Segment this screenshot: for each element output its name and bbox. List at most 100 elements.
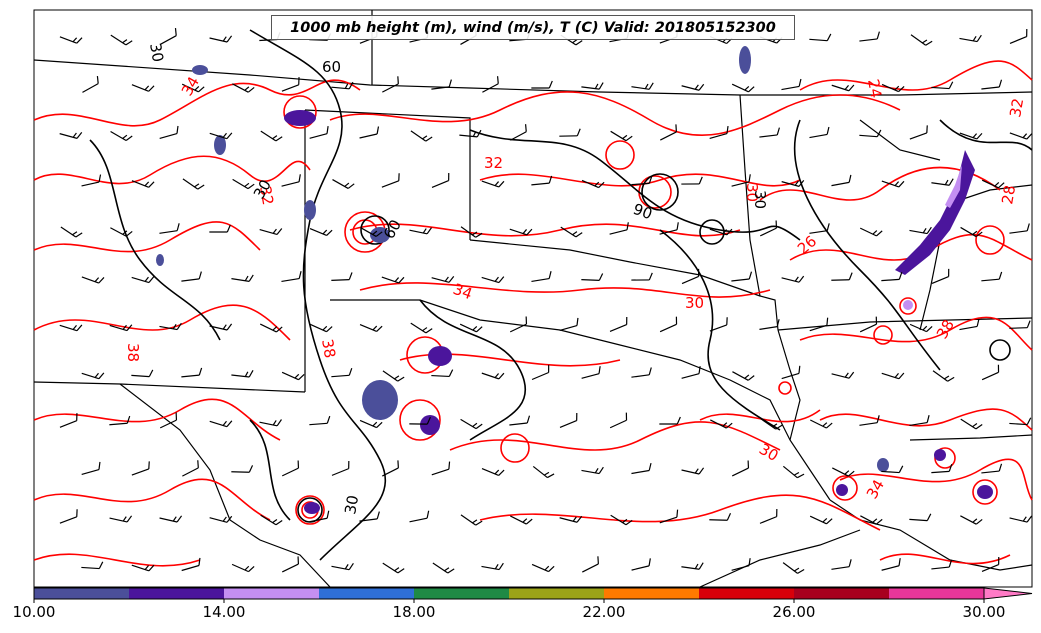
wind-barb <box>460 418 483 430</box>
wind-barb <box>681 83 705 91</box>
wind-barb <box>109 515 133 523</box>
wind-barb <box>710 419 733 429</box>
colorbar-segment <box>34 588 130 599</box>
wind-barb <box>209 132 233 140</box>
wind-barb <box>609 412 628 429</box>
colorbar-extend-arrow <box>983 587 1033 600</box>
wind-barb <box>209 323 233 331</box>
wind-barb <box>609 316 628 332</box>
wind-barb <box>909 415 930 427</box>
wind-barb <box>160 28 177 45</box>
wind-barb <box>159 322 182 331</box>
wind-barb <box>181 83 205 93</box>
wind-barb <box>1009 515 1033 523</box>
wind-barb <box>410 130 433 142</box>
wind-barb <box>960 515 983 525</box>
wind-barb <box>332 179 355 189</box>
wind-barb <box>831 371 855 379</box>
wind-barb <box>582 556 599 573</box>
wind-barb <box>931 463 953 474</box>
wind-barb <box>781 78 802 91</box>
wind-barb <box>681 176 703 185</box>
temp-label: 32 <box>484 154 503 172</box>
wind-barb <box>309 323 333 333</box>
wind-barb <box>809 33 832 42</box>
wind-barb <box>659 222 679 235</box>
wind-barb <box>631 367 652 378</box>
wind-barb <box>259 419 282 427</box>
wind-barb <box>481 562 504 571</box>
wind-barb <box>581 273 604 282</box>
wind-barb <box>209 35 233 43</box>
wind-barb <box>59 36 83 44</box>
wind-barb <box>960 226 983 238</box>
wind-barb <box>581 366 601 379</box>
wind-barb <box>909 125 928 140</box>
wind-barb <box>1009 28 1028 44</box>
wind-barb <box>581 82 604 90</box>
wind-barb <box>981 271 1003 282</box>
wind-barb <box>859 227 883 237</box>
wind-barb <box>131 564 155 572</box>
wind-barb <box>159 515 183 523</box>
wind-barb <box>732 371 755 381</box>
wind-barb <box>110 130 133 142</box>
wind-barb <box>331 367 353 378</box>
wind-barb <box>781 180 805 187</box>
wind-barb <box>460 226 483 238</box>
wind-barb <box>981 79 1003 90</box>
wind-barb <box>681 562 704 570</box>
wind-barb <box>232 178 255 190</box>
wind-barb <box>931 178 954 186</box>
wind-barb <box>231 465 254 473</box>
colorbar-tick-label: 30.00 <box>962 603 1006 621</box>
wind-barb <box>531 563 555 573</box>
wind-barb <box>910 34 933 46</box>
wind-barb <box>209 224 231 233</box>
wind-barb <box>660 124 677 141</box>
wind-barb <box>481 372 505 380</box>
wind-barb <box>359 511 380 522</box>
wind-barb <box>281 174 301 187</box>
wind-barb <box>581 179 605 189</box>
wind-barb <box>59 413 78 428</box>
wind-barb <box>509 228 533 236</box>
wind-barb <box>931 559 953 570</box>
wind-barb <box>759 509 778 524</box>
wind-barb <box>560 226 583 238</box>
wind-barb <box>131 276 155 284</box>
wind-barb <box>531 271 552 283</box>
wind-barb <box>610 130 633 142</box>
wind-barb <box>81 174 102 187</box>
wind-barb <box>1009 417 1032 426</box>
wind-barb <box>331 562 354 571</box>
wind-barb <box>331 460 350 476</box>
wind-barb <box>931 268 950 285</box>
wind-barb <box>909 226 932 235</box>
wind-barb <box>810 419 833 429</box>
wind-barb <box>81 561 104 570</box>
wind-barb <box>309 415 331 426</box>
wind-barb <box>931 81 954 90</box>
wind-barb <box>131 180 155 188</box>
wind-barb <box>959 318 980 331</box>
height-label: 60 <box>322 58 341 76</box>
wind-barb <box>110 34 133 46</box>
wind-barb <box>510 515 533 525</box>
wind-barb <box>359 126 380 139</box>
wind-barb <box>759 319 780 330</box>
height-label: 30 <box>751 190 769 209</box>
wind-barb <box>431 369 454 378</box>
wind-barb <box>531 175 553 186</box>
wind-barb <box>559 412 578 428</box>
height-label: 30 <box>341 494 362 516</box>
wind-barb <box>881 372 905 380</box>
wind-barb <box>831 559 852 570</box>
wind-barb <box>631 82 654 90</box>
wind-barb <box>459 129 482 138</box>
wind-barb <box>360 227 383 237</box>
wind-barb <box>731 271 753 282</box>
wind-barb <box>181 367 203 378</box>
height-contours <box>89 29 1033 561</box>
